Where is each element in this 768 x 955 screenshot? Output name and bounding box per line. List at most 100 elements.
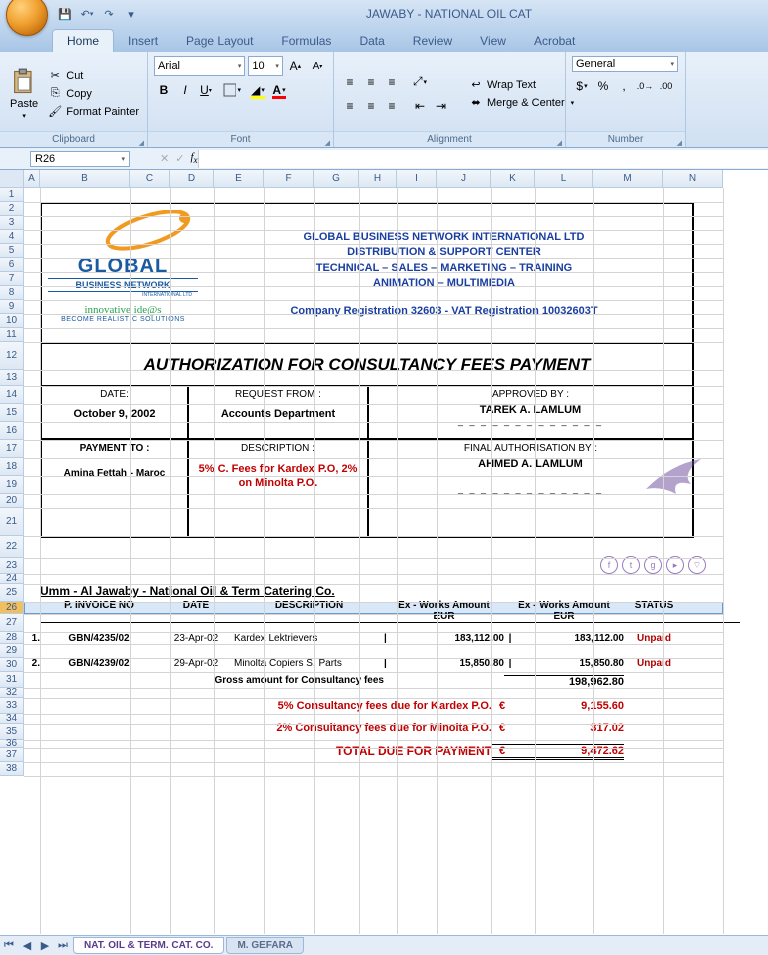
- col-header[interactable]: K: [491, 170, 535, 188]
- row-header[interactable]: 1: [0, 188, 24, 202]
- row-header[interactable]: 17: [0, 440, 24, 458]
- row-header[interactable]: 20: [0, 494, 24, 508]
- row-header[interactable]: 14: [0, 386, 24, 404]
- increase-indent-button[interactable]: ⇥: [431, 96, 451, 116]
- row-header[interactable]: 36: [0, 740, 24, 748]
- row-header[interactable]: 31: [0, 672, 24, 688]
- copy-button[interactable]: ⎘Copy: [46, 86, 141, 102]
- tab-view[interactable]: View: [466, 30, 520, 52]
- font-color-button[interactable]: A: [269, 80, 289, 100]
- shrink-font-button[interactable]: A▾: [308, 56, 327, 76]
- row-header[interactable]: 23: [0, 558, 24, 574]
- align-center-button[interactable]: ≡: [361, 96, 381, 116]
- redo-icon[interactable]: ↷: [100, 5, 118, 23]
- undo-icon[interactable]: ↶▾: [78, 5, 96, 23]
- col-header[interactable]: E: [214, 170, 264, 188]
- font-size-combo[interactable]: 10▾: [248, 56, 283, 76]
- align-left-button[interactable]: ≡: [340, 96, 360, 116]
- wrap-text-button[interactable]: ↩Wrap Text: [467, 77, 576, 93]
- align-right-button[interactable]: ≡: [382, 96, 402, 116]
- sheet-nav-last[interactable]: ⏭: [54, 939, 72, 952]
- row-header[interactable]: 37: [0, 748, 24, 762]
- col-header[interactable]: D: [170, 170, 214, 188]
- spreadsheet-grid[interactable]: ABCDEFGHIJKLMN 1234567891011121314151617…: [0, 170, 768, 934]
- currency-button[interactable]: $: [572, 76, 592, 96]
- col-header[interactable]: G: [314, 170, 359, 188]
- font-name-combo[interactable]: Arial▾: [154, 56, 245, 76]
- col-header[interactable]: B: [40, 170, 130, 188]
- save-icon[interactable]: 💾: [56, 5, 74, 23]
- decrease-indent-button[interactable]: ⇤: [410, 96, 430, 116]
- row-header[interactable]: 2: [0, 202, 24, 216]
- row-header[interactable]: 38: [0, 762, 24, 776]
- col-header[interactable]: N: [663, 170, 723, 188]
- row-header[interactable]: 24: [0, 574, 24, 584]
- col-header[interactable]: M: [593, 170, 663, 188]
- cancel-icon[interactable]: ✕: [160, 152, 169, 165]
- row-header[interactable]: 7: [0, 272, 24, 286]
- align-bottom-button[interactable]: ≡: [382, 72, 402, 92]
- underline-button[interactable]: U▾: [196, 80, 216, 100]
- comma-button[interactable]: ,: [614, 76, 634, 96]
- tab-home[interactable]: Home: [52, 29, 114, 52]
- border-button[interactable]: [222, 80, 242, 100]
- row-header[interactable]: 4: [0, 230, 24, 244]
- row-header[interactable]: 25: [0, 584, 24, 602]
- tab-page-layout[interactable]: Page Layout: [172, 30, 267, 52]
- row-header[interactable]: 5: [0, 244, 24, 258]
- increase-decimal-button[interactable]: .0→: [635, 76, 655, 96]
- grow-font-button[interactable]: A▴: [286, 56, 305, 76]
- name-box[interactable]: R26▾: [30, 151, 130, 167]
- row-header[interactable]: 16: [0, 422, 24, 440]
- col-header[interactable]: L: [535, 170, 593, 188]
- col-header[interactable]: J: [437, 170, 491, 188]
- row-header[interactable]: 19: [0, 476, 24, 494]
- row-header[interactable]: 8: [0, 286, 24, 300]
- tab-data[interactable]: Data: [345, 30, 398, 52]
- sheet-nav-next[interactable]: ▶: [36, 939, 54, 952]
- row-header[interactable]: 30: [0, 658, 24, 672]
- row-header[interactable]: 26: [0, 602, 24, 614]
- row-header[interactable]: 12: [0, 342, 24, 370]
- row-header[interactable]: 29: [0, 644, 24, 658]
- row-header[interactable]: 10: [0, 314, 24, 328]
- orientation-button[interactable]: ⤢: [410, 72, 430, 92]
- row-header[interactable]: 33: [0, 698, 24, 714]
- col-header[interactable]: H: [359, 170, 397, 188]
- bold-button[interactable]: B: [154, 80, 174, 100]
- sheet-tab-2[interactable]: M. GEFARA: [226, 937, 304, 954]
- tab-formulas[interactable]: Formulas: [267, 30, 345, 52]
- paste-button[interactable]: Paste▾: [6, 56, 42, 131]
- col-header[interactable]: I: [397, 170, 437, 188]
- row-header[interactable]: 22: [0, 536, 24, 558]
- tab-review[interactable]: Review: [399, 30, 466, 52]
- fill-color-button[interactable]: ◢: [248, 80, 268, 100]
- italic-button[interactable]: I: [175, 80, 195, 100]
- row-header[interactable]: 28: [0, 632, 24, 644]
- sheet-nav-prev[interactable]: ◀: [18, 939, 36, 952]
- align-top-button[interactable]: ≡: [340, 72, 360, 92]
- row-header[interactable]: 27: [0, 614, 24, 632]
- tab-insert[interactable]: Insert: [114, 30, 172, 52]
- number-format-combo[interactable]: General▾: [572, 56, 678, 72]
- decrease-decimal-button[interactable]: .00: [656, 76, 676, 96]
- percent-button[interactable]: %: [593, 76, 613, 96]
- row-header[interactable]: 15: [0, 404, 24, 422]
- row-header[interactable]: 9: [0, 300, 24, 314]
- col-header[interactable]: C: [130, 170, 170, 188]
- merge-center-button[interactable]: ⬌Merge & Center▾: [467, 95, 576, 111]
- row-header[interactable]: 3: [0, 216, 24, 230]
- row-header[interactable]: 6: [0, 258, 24, 272]
- format-painter-button[interactable]: 🖌Format Painter: [46, 104, 141, 120]
- enter-icon[interactable]: ✓: [175, 152, 184, 165]
- qat-more-icon[interactable]: ▾: [122, 5, 140, 23]
- tab-acrobat[interactable]: Acrobat: [520, 30, 589, 52]
- align-middle-button[interactable]: ≡: [361, 72, 381, 92]
- cut-button[interactable]: ✂Cut: [46, 68, 141, 84]
- row-header[interactable]: 32: [0, 688, 24, 698]
- fx-icon[interactable]: fx: [190, 151, 197, 165]
- row-header[interactable]: 18: [0, 458, 24, 476]
- col-header[interactable]: F: [264, 170, 314, 188]
- sheet-tab-1[interactable]: NAT. OIL & TERM. CAT. CO.: [73, 937, 224, 954]
- row-header[interactable]: 21: [0, 508, 24, 536]
